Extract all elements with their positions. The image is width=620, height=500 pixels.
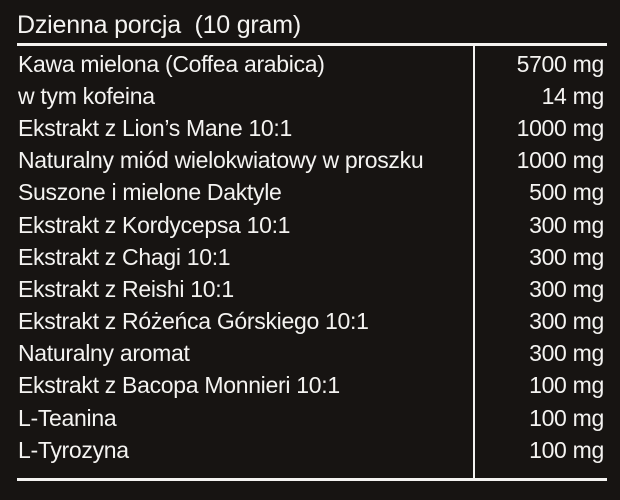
ingredients-table-rows: Kawa mielona (Coffea arabica) 5700 mg w … xyxy=(17,48,607,466)
ingredient-amount: 5700 mg xyxy=(516,50,605,77)
ingredient-amount: 14 mg xyxy=(541,82,605,109)
ingredient-name: Naturalny aromat xyxy=(18,340,190,367)
column-divider-line xyxy=(473,46,475,479)
ingredient-name: Naturalny miód wielokwiatowy w proszku xyxy=(18,147,424,174)
ingredient-amount: 500 mg xyxy=(529,179,604,206)
ingredient-name: L-Tyrozyna xyxy=(18,436,129,463)
table-row: Naturalny miód wielokwiatowy w proszku 1… xyxy=(17,145,607,177)
ingredient-name: Ekstrakt z Kordycepsa 10:1 xyxy=(18,211,291,238)
table-row: L-Tyrozyna 100 mg xyxy=(17,434,607,466)
ingredient-name: Ekstrakt z Chagi 10:1 xyxy=(18,243,231,270)
ingredient-amount: 100 mg xyxy=(529,404,604,431)
page-title: Dzienna porcja (10 gram) xyxy=(17,11,302,39)
ingredient-amount: 100 mg xyxy=(529,372,604,399)
table-row: w tym kofeina 14 mg xyxy=(17,80,607,112)
ingredient-name: Ekstrakt z Różeńca Górskiego 10:1 xyxy=(18,308,369,335)
ingredient-amount: 300 mg xyxy=(529,243,604,270)
table-row: Ekstrakt z Różeńca Górskiego 10:1 300 mg xyxy=(17,306,607,338)
ingredient-amount: 300 mg xyxy=(529,340,604,367)
table-row: Ekstrakt z Bacopa Monnieri 10:1 100 mg xyxy=(17,370,607,402)
ingredient-name: Ekstrakt z Reishi 10:1 xyxy=(18,275,234,302)
ingredient-amount: 300 mg xyxy=(529,275,604,302)
table-row: Ekstrakt z Kordycepsa 10:1 300 mg xyxy=(17,209,607,241)
table-row: Kawa mielona (Coffea arabica) 5700 mg xyxy=(17,48,607,80)
ingredient-amount: 100 mg xyxy=(529,436,604,463)
table-row: Ekstrakt z Reishi 10:1 300 mg xyxy=(17,273,607,305)
ingredient-name: Suszone i mielone Daktyle xyxy=(18,179,282,206)
ingredient-name: w tym kofeina xyxy=(18,82,155,109)
ingredient-name: L-Teanina xyxy=(18,404,117,431)
table-row: Suszone i mielone Daktyle 500 mg xyxy=(17,177,607,209)
ingredient-amount: 300 mg xyxy=(529,308,604,335)
ingredient-amount: 300 mg xyxy=(529,211,604,238)
table-row: Ekstrakt z Chagi 10:1 300 mg xyxy=(17,241,607,273)
ingredient-name: Ekstrakt z Lion’s Mane 10:1 xyxy=(18,114,293,141)
table-row: Naturalny aromat 300 mg xyxy=(17,338,607,370)
table-row: L-Teanina 100 mg xyxy=(17,402,607,434)
ingredient-name: Kawa mielona (Coffea arabica) xyxy=(18,50,325,77)
ingredient-amount: 1000 mg xyxy=(516,147,605,174)
table-row: Ekstrakt z Lion’s Mane 10:1 1000 mg xyxy=(17,112,607,144)
ingredient-amount: 1000 mg xyxy=(516,114,605,141)
ingredient-name: Ekstrakt z Bacopa Monnieri 10:1 xyxy=(18,372,340,399)
ingredients-table: Kawa mielona (Coffea arabica) 5700 mg w … xyxy=(17,43,607,482)
